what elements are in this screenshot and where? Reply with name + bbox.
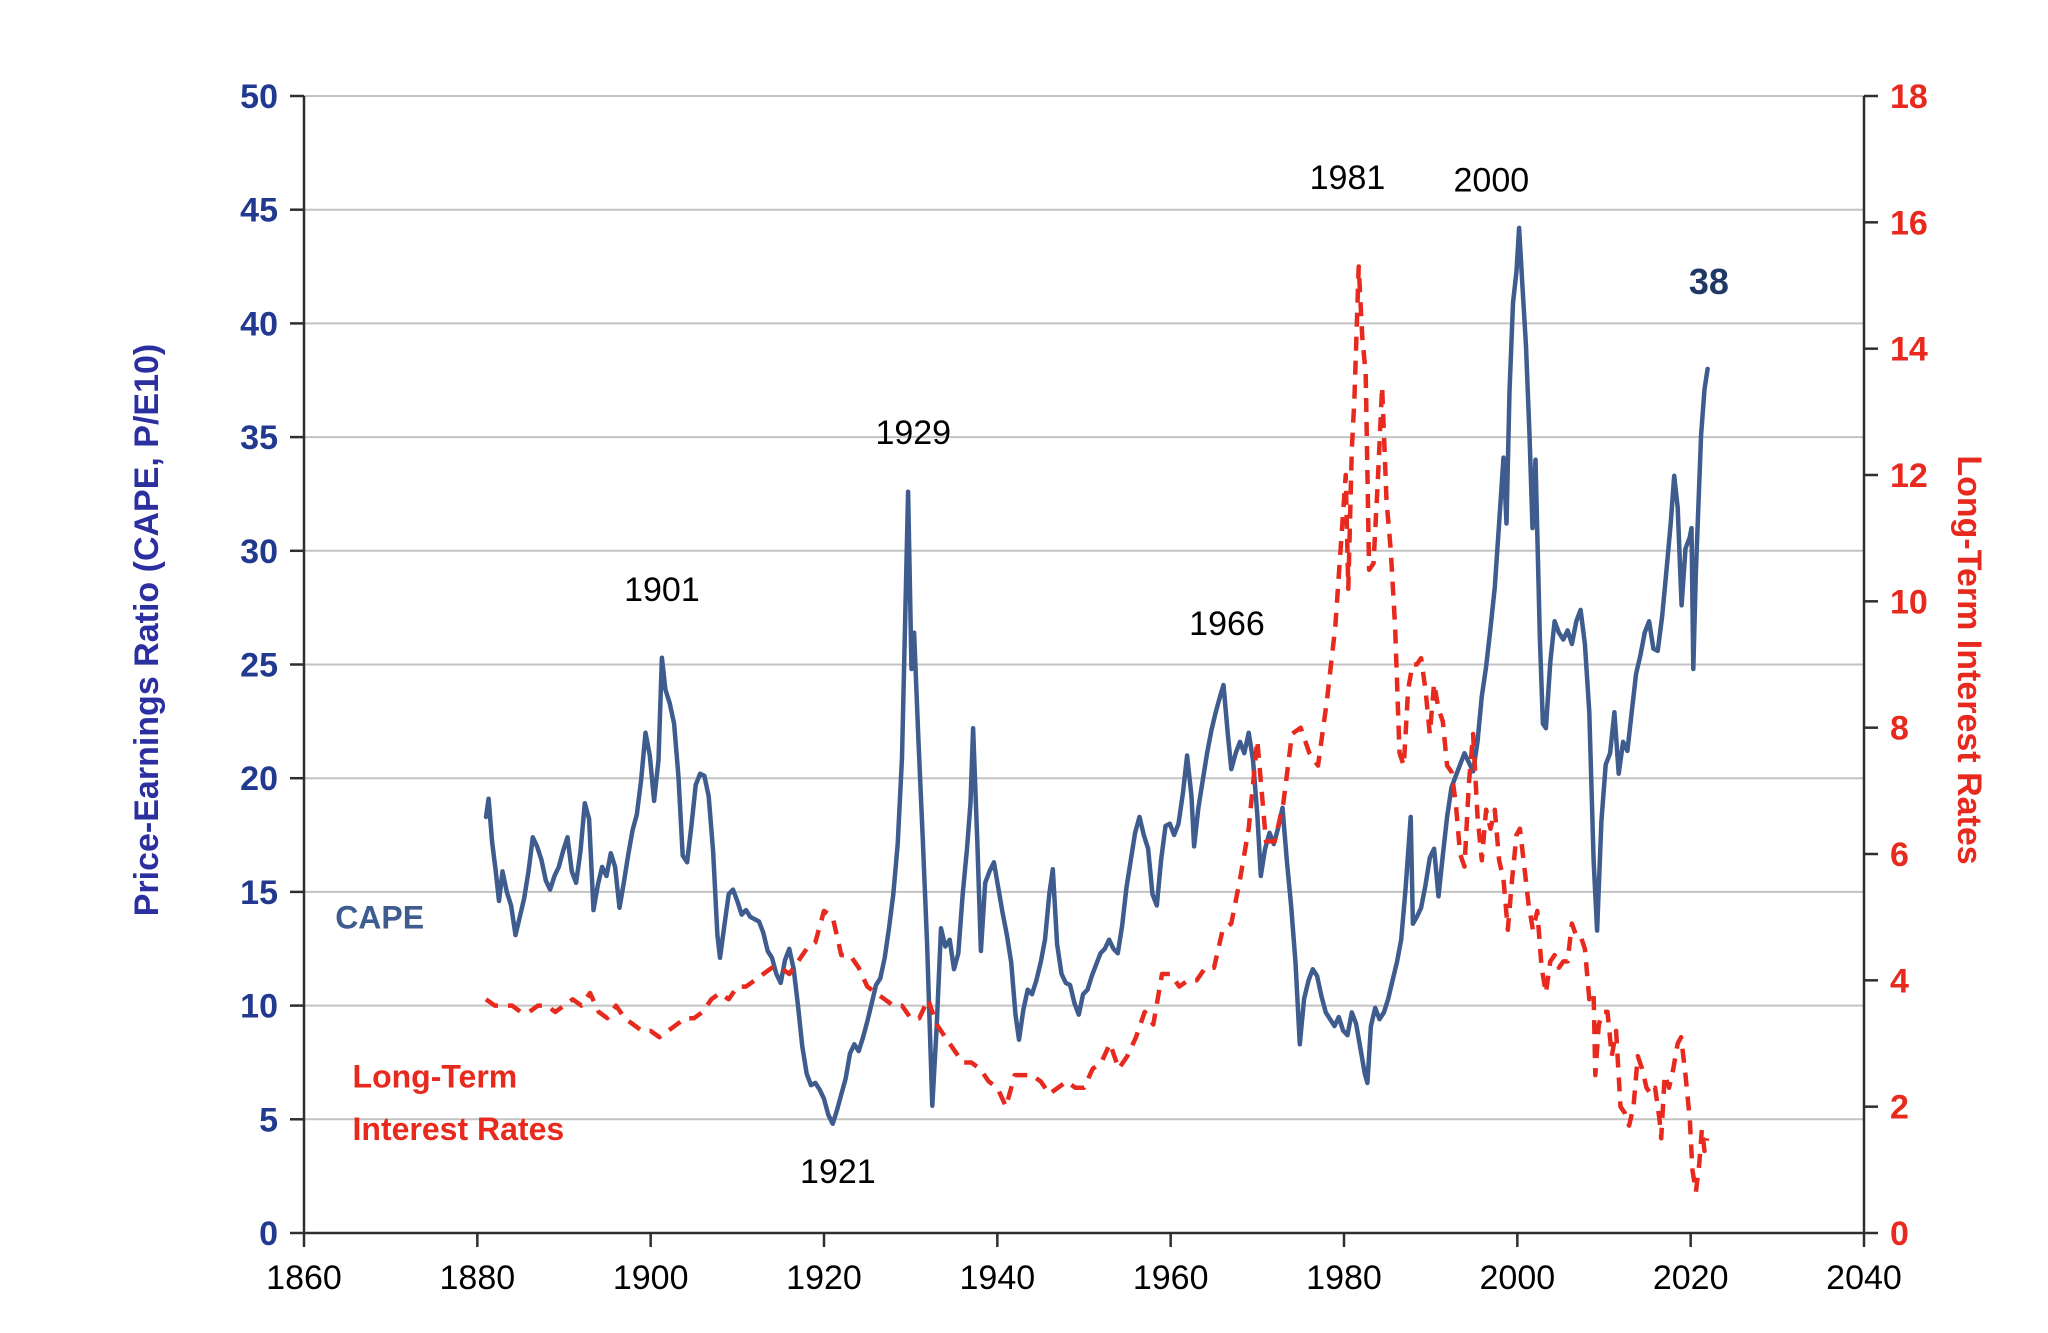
left-axis-title: Price-Earnings Ratio (CAPE, P/E10) (128, 344, 166, 917)
left-tick-label: 40 (240, 305, 278, 343)
left-axis-ticks: 0 5 10 15 20 25 30 35 40 45 50 (240, 78, 304, 1253)
left-tick-label: 10 (240, 988, 278, 1026)
right-tick-label: 4 (1890, 962, 1909, 1000)
annotation-1901: 1901 (624, 571, 700, 609)
right-tick-label: 16 (1890, 204, 1928, 242)
x-axis-ticks: 1860 1880 1900 1920 1940 1960 1980 2000 2020 2040 (266, 1233, 1902, 1297)
right-tick-label: 6 (1890, 836, 1909, 874)
annotation-1929: 1929 (875, 414, 951, 452)
annotation-2000: 2000 (1454, 162, 1530, 200)
series-label-0: CAPE (335, 899, 424, 935)
annotation-38: 38 (1689, 261, 1729, 302)
gridlines (304, 95, 1864, 1121)
right-axis-title: Long-Term Interest Rates (1950, 455, 1988, 864)
left-tick-label: 20 (240, 760, 278, 798)
right-tick-label: 18 (1890, 78, 1928, 116)
left-tick-label: 45 (240, 192, 278, 230)
x-tick-label: 1880 (440, 1259, 516, 1297)
annotation-1921: 1921 (800, 1153, 876, 1191)
left-tick-label: 35 (240, 419, 278, 457)
x-tick-label: 1940 (960, 1259, 1036, 1297)
left-tick-label: 30 (240, 533, 278, 571)
annotation-1966: 1966 (1189, 605, 1265, 643)
annotation-1981: 1981 (1310, 159, 1386, 197)
left-tick-label: 5 (259, 1101, 278, 1139)
cape-line (483, 225, 1710, 1127)
x-tick-label: 2020 (1653, 1259, 1729, 1297)
right-tick-label: 10 (1890, 583, 1928, 621)
right-tick-label: 14 (1890, 331, 1928, 369)
x-tick-label: 2000 (1480, 1259, 1556, 1297)
x-tick-label: 1980 (1306, 1259, 1382, 1297)
left-tick-label: 0 (259, 1215, 278, 1253)
x-tick-label: 1860 (266, 1259, 342, 1297)
x-tick-label: 1900 (613, 1259, 689, 1297)
left-tick-label: 25 (240, 647, 278, 685)
right-tick-label: 12 (1890, 457, 1928, 495)
x-tick-label: 1920 (786, 1259, 862, 1297)
right-tick-label: 2 (1890, 1089, 1909, 1127)
x-tick-label: 1960 (1133, 1259, 1209, 1297)
left-tick-label: 15 (240, 874, 278, 912)
annotations: 1901 1921 1929 1966 1981 2000 38 (624, 159, 1729, 1191)
series-labels: CAPE Long-Term Interest Rates (335, 899, 564, 1146)
series-label-2: Interest Rates (353, 1111, 565, 1147)
right-axis-ticks: 0 2 4 6 8 10 12 14 16 18 (1864, 78, 1928, 1253)
x-tick-label: 2040 (1826, 1259, 1902, 1297)
interest-rate-line (484, 264, 1710, 1195)
right-tick-label: 0 (1890, 1215, 1909, 1253)
left-tick-label: 50 (240, 78, 278, 116)
right-tick-label: 8 (1890, 710, 1909, 748)
series-label-1: Long-Term (353, 1058, 518, 1094)
